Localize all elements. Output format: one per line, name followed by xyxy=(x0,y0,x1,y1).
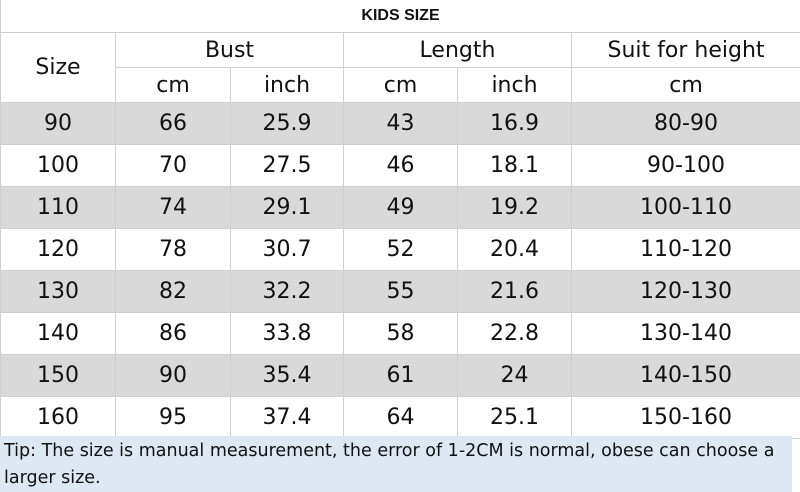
table-cell: 100 xyxy=(0,144,116,187)
table-cell: 130-140 xyxy=(570,312,800,355)
data-row: 120 78 30.7 52 20.4 110-120 xyxy=(0,228,800,271)
table-cell: 27.5 xyxy=(230,144,344,187)
table-cell: 18.1 xyxy=(457,144,572,187)
size-table: KIDS SIZE Size Bust Length Suit for height cm… xyxy=(0,0,800,439)
table-cell: 55 xyxy=(343,270,458,313)
table-cell: 20.4 xyxy=(457,228,572,271)
table-cell: 46 xyxy=(343,144,458,187)
table-cell: 58 xyxy=(343,312,458,355)
size-header: Size xyxy=(0,32,116,103)
table-cell: 66 xyxy=(115,102,231,145)
group-header: Suit for height xyxy=(570,32,800,68)
table-cell: 21.6 xyxy=(457,270,572,313)
table-cell: 82 xyxy=(115,270,231,313)
table-cell: 150 xyxy=(0,354,116,397)
table-cell: 35.4 xyxy=(230,354,344,397)
unit-header: cm xyxy=(115,67,231,103)
table-cell: 80-90 xyxy=(570,102,800,145)
table-cell: 29.1 xyxy=(230,186,344,229)
table-cell: 100-110 xyxy=(570,186,800,229)
table-cell: 110 xyxy=(0,186,116,229)
table-cell: 130 xyxy=(0,270,116,313)
unit-header: inch xyxy=(230,67,344,103)
table-cell: 33.8 xyxy=(230,312,344,355)
table-cell: 24 xyxy=(457,354,572,397)
table-cell: 74 xyxy=(115,186,231,229)
title-row: KIDS SIZE xyxy=(0,0,800,33)
table-cell: 140-150 xyxy=(570,354,800,397)
group-header: Length xyxy=(343,32,572,68)
table-cell: 160 xyxy=(0,396,116,439)
table-cell: 64 xyxy=(343,396,458,439)
data-row: 100 70 27.5 46 18.1 90-100 xyxy=(0,144,800,187)
unit-row: cm inch cm inch cm xyxy=(1,67,800,103)
header-row: Size Bust Length Suit for height xyxy=(0,32,800,103)
table-cell: 90 xyxy=(115,354,231,397)
table-cell: 90-100 xyxy=(570,144,800,187)
table-cell: 78 xyxy=(115,228,231,271)
table-cell: 30.7 xyxy=(230,228,344,271)
data-row: 130 82 32.2 55 21.6 120-130 xyxy=(0,270,800,313)
table-cell: 61 xyxy=(343,354,458,397)
table-cell: 52 xyxy=(343,228,458,271)
table-cell: 19.2 xyxy=(457,186,572,229)
table-cell: 86 xyxy=(115,312,231,355)
table-cell: 25.1 xyxy=(457,396,572,439)
table-cell: 37.4 xyxy=(230,396,344,439)
table-cell: 120 xyxy=(0,228,116,271)
table-cell: 22.8 xyxy=(457,312,572,355)
table-cell: 95 xyxy=(115,396,231,439)
table-cell: 140 xyxy=(0,312,116,355)
tip-note: Tip: The size is manual measurement, the… xyxy=(0,436,792,492)
table-cell: 110-120 xyxy=(570,228,800,271)
table-cell: 70 xyxy=(115,144,231,187)
table-cell: 120-130 xyxy=(570,270,800,313)
data-row: 160 95 37.4 64 25.1 150-160 xyxy=(0,396,800,439)
table-cell: 150-160 xyxy=(570,396,800,439)
data-row: 140 86 33.8 58 22.8 130-140 xyxy=(0,312,800,355)
unit-header: cm xyxy=(570,67,800,103)
table-cell: 25.9 xyxy=(230,102,344,145)
data-row: 150 90 35.4 61 24 140-150 xyxy=(0,354,800,397)
unit-header: cm xyxy=(343,67,458,103)
table-cell: 49 xyxy=(343,186,458,229)
table-cell: 43 xyxy=(343,102,458,145)
table-cell: 90 xyxy=(0,102,116,145)
table-cell: 32.2 xyxy=(230,270,344,313)
table-title: KIDS SIZE xyxy=(0,0,800,33)
data-row: 90 66 25.9 43 16.9 80-90 xyxy=(0,102,800,145)
data-row: 110 74 29.1 49 19.2 100-110 xyxy=(0,186,800,229)
unit-header: inch xyxy=(457,67,572,103)
table-cell: 16.9 xyxy=(457,102,572,145)
group-header: Bust xyxy=(115,32,344,68)
